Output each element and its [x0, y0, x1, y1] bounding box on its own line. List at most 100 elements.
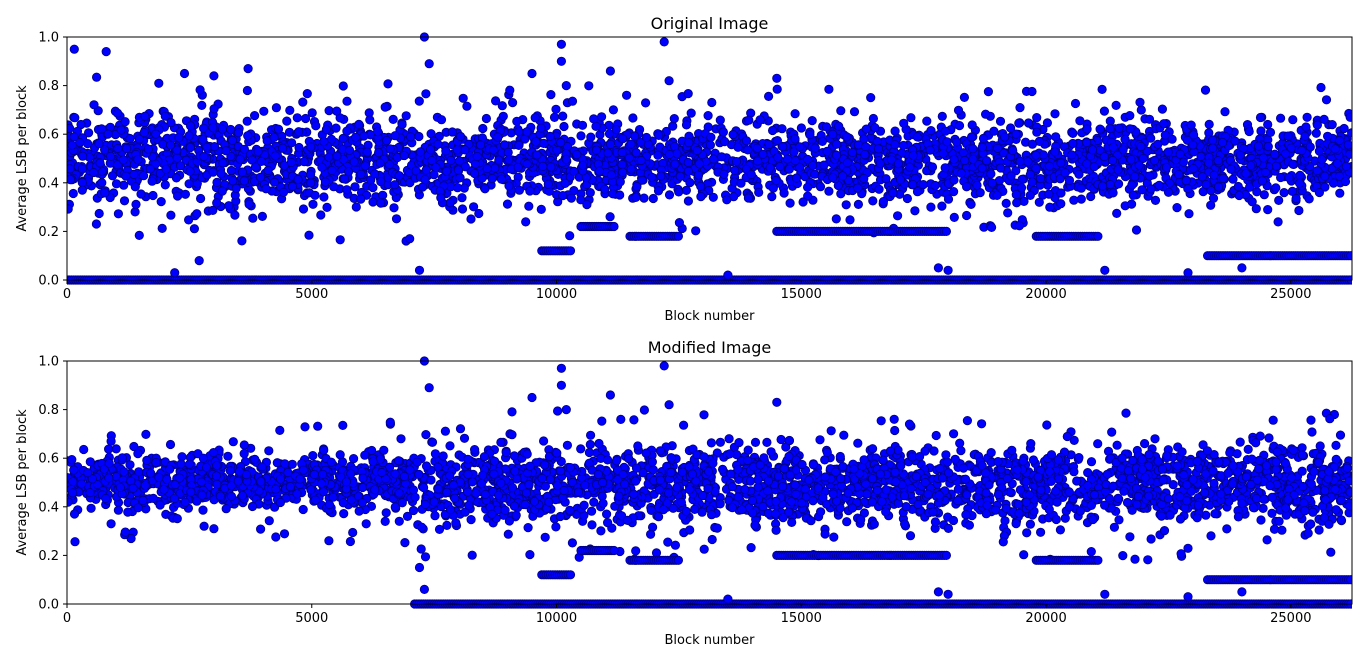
data-point: [184, 179, 194, 189]
data-point: [212, 198, 222, 208]
data-point: [589, 114, 599, 124]
data-point: [324, 106, 334, 116]
data-point: [166, 140, 176, 150]
data-point: [1068, 128, 1078, 138]
data-point: [1105, 116, 1115, 126]
data-point: [558, 191, 568, 201]
data-point: [356, 169, 366, 179]
data-point: [130, 182, 140, 192]
data-point: [546, 90, 556, 100]
data-point: [987, 178, 997, 188]
data-point: [255, 172, 266, 182]
data-point: [1146, 184, 1156, 194]
data-point: [790, 134, 800, 144]
data-point: [68, 488, 78, 498]
data-point: [113, 505, 124, 515]
data-point: [125, 460, 135, 470]
data-point: [1294, 205, 1304, 216]
data-point: [705, 140, 716, 150]
data-point: [226, 165, 236, 176]
data-point: [354, 506, 364, 516]
data-point: [1105, 124, 1115, 134]
data-point: [118, 155, 129, 165]
data-point: [490, 96, 501, 106]
data-point: [1105, 179, 1115, 190]
data-point: [342, 126, 352, 136]
data-point: [1311, 128, 1321, 138]
data-point: [881, 174, 891, 184]
data-point: [496, 174, 507, 184]
data-point: [822, 146, 832, 156]
data-point: [1312, 120, 1323, 130]
data-point: [384, 160, 395, 170]
data-point: [1332, 158, 1343, 168]
data-point: [1112, 208, 1122, 218]
data-point: [79, 444, 89, 455]
data-point: [1089, 162, 1099, 172]
outlier-point: [943, 265, 953, 275]
data-point: [1042, 118, 1053, 128]
outlier-point: [194, 255, 204, 266]
data-point: [838, 171, 848, 181]
data-point: [681, 120, 692, 130]
data-point: [95, 158, 105, 168]
data-point: [1341, 161, 1351, 171]
data-point: [264, 446, 274, 456]
data-point: [715, 115, 725, 125]
data-point: [1335, 188, 1345, 198]
data-point: [1014, 221, 1025, 231]
data-point: [1197, 172, 1207, 182]
data-point: [918, 180, 928, 190]
data-point: [752, 156, 763, 166]
data-point: [365, 115, 375, 125]
data-point: [92, 72, 102, 82]
data-point: [824, 186, 834, 196]
data-point: [1163, 147, 1173, 157]
data-point: [237, 490, 248, 501]
data-point: [1125, 124, 1135, 134]
data-point: [1000, 132, 1010, 142]
data-point: [1312, 166, 1322, 176]
data-point: [1150, 195, 1161, 205]
data-point: [959, 92, 970, 103]
data-point: [318, 487, 329, 497]
data-point: [117, 453, 127, 463]
data-point: [1274, 195, 1284, 205]
data-point: [162, 474, 172, 484]
data-point: [1131, 225, 1142, 235]
data-point: [1284, 173, 1294, 183]
data-point: [231, 183, 241, 193]
data-point: [425, 145, 436, 155]
data-point: [1074, 169, 1084, 179]
data-point: [381, 508, 391, 518]
data-point: [346, 469, 356, 479]
data-point: [1235, 150, 1246, 160]
data-point: [497, 101, 507, 111]
data-point: [604, 129, 615, 139]
data-point: [1125, 111, 1135, 121]
data-point: [561, 154, 571, 164]
data-point: [67, 164, 75, 174]
data-point: [215, 491, 225, 501]
data-point: [543, 179, 553, 189]
data-point: [986, 169, 996, 179]
data-point: [141, 429, 151, 439]
x-tick-label: 25000: [1270, 287, 1311, 302]
data-point: [298, 204, 309, 214]
data-point: [1137, 185, 1147, 195]
data-point: [186, 121, 196, 131]
data-point: [719, 137, 730, 147]
data-point: [394, 516, 404, 526]
data-point: [186, 487, 196, 497]
chart-title: Original Image: [651, 14, 769, 33]
x-tick-label: 10000: [536, 287, 577, 302]
data-point: [536, 204, 546, 214]
data-point: [151, 457, 161, 468]
data-point: [68, 477, 78, 487]
data-point: [1128, 190, 1138, 200]
data-point: [905, 162, 915, 172]
data-point: [730, 165, 740, 175]
data-point: [225, 466, 235, 476]
data-point: [1247, 197, 1257, 207]
data-point: [1153, 139, 1163, 149]
